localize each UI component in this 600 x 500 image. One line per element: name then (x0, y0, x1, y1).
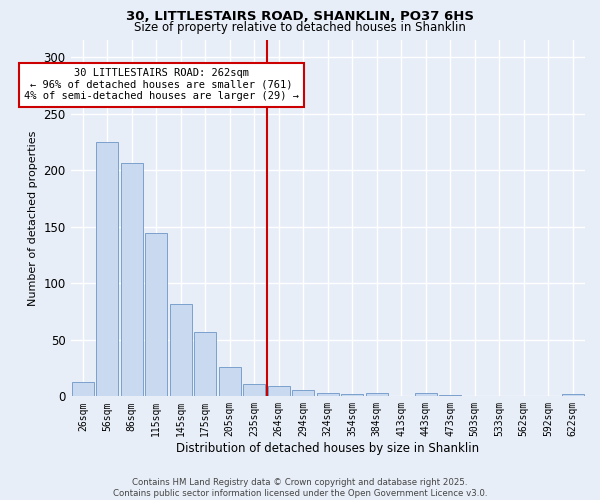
Bar (366, 393, 388, 396)
Bar (96, 142, 118, 397)
Text: 30, LITTLESTAIRS ROAD, SHANKLIN, PO37 6HS: 30, LITTLESTAIRS ROAD, SHANKLIN, PO37 6H… (126, 10, 474, 23)
Bar (194, 332, 217, 396)
Bar (243, 384, 265, 396)
Bar (170, 304, 192, 396)
Bar (72, 382, 94, 396)
Text: Contains HM Land Registry data © Crown copyright and database right 2025.
Contai: Contains HM Land Registry data © Crown c… (113, 478, 487, 498)
Bar (439, 395, 461, 396)
Bar (341, 394, 364, 396)
Bar (121, 164, 143, 396)
X-axis label: Distribution of detached houses by size in Shanklin: Distribution of detached houses by size … (176, 442, 479, 455)
Bar (292, 390, 314, 396)
Text: 30 LITTLESTAIRS ROAD: 262sqm
← 96% of detached houses are smaller (761)
4% of se: 30 LITTLESTAIRS ROAD: 262sqm ← 96% of de… (24, 68, 299, 102)
Bar (317, 393, 339, 396)
Bar (415, 393, 437, 396)
Text: Size of property relative to detached houses in Shanklin: Size of property relative to detached ho… (134, 21, 466, 34)
Bar (268, 386, 290, 396)
Y-axis label: Number of detached properties: Number of detached properties (28, 130, 38, 306)
Bar (562, 394, 584, 396)
Bar (145, 234, 167, 396)
Bar (219, 367, 241, 396)
